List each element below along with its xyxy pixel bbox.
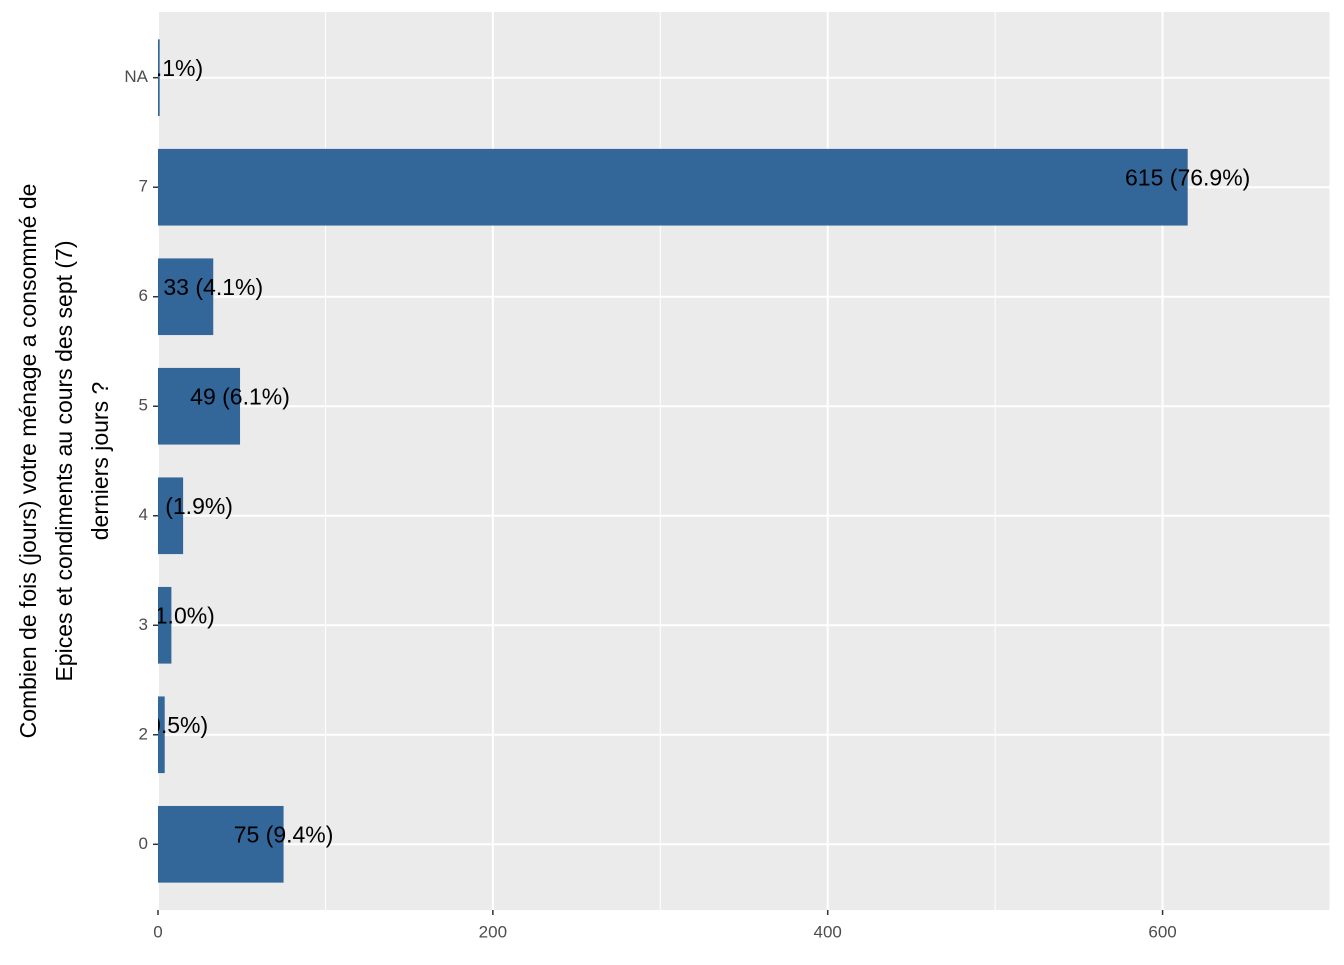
y-axis-title: derniers jours ? xyxy=(87,382,113,541)
y-axis-title: Combien de fois (jours) votre ménage a c… xyxy=(15,184,41,739)
x-tick-label: 400 xyxy=(814,922,842,941)
value-label: 15 (1.9%) xyxy=(133,493,233,519)
value-label: 4 (0.5%) xyxy=(121,712,208,738)
bar xyxy=(158,148,1188,226)
bar xyxy=(158,367,241,445)
y-tick-label: 0 xyxy=(139,834,148,853)
bar xyxy=(158,477,184,555)
value-label: 33 (4.1%) xyxy=(163,274,263,300)
x-tick-label: 200 xyxy=(479,922,507,941)
bar xyxy=(158,805,284,883)
x-tick-label: 0 xyxy=(153,922,162,941)
y-tick-label: 2 xyxy=(139,724,148,743)
value-label: 1 (0.1%) xyxy=(116,55,203,81)
y-tick-label: 3 xyxy=(139,615,148,634)
bar xyxy=(158,696,165,774)
y-tick-label: NA xyxy=(124,67,148,86)
panel xyxy=(158,12,1330,910)
y-tick-label: 5 xyxy=(139,396,148,415)
y-tick-label: 6 xyxy=(139,286,148,305)
value-label: 49 (6.1%) xyxy=(190,383,290,409)
bar xyxy=(158,39,160,117)
y-axis-title: Epices et condiments au cours des sept (… xyxy=(51,240,77,681)
x-tick-label: 600 xyxy=(1148,922,1176,941)
y-tick-label: 7 xyxy=(139,177,148,196)
bar xyxy=(158,586,172,664)
value-label: 75 (9.4%) xyxy=(234,821,334,847)
value-label: 8 (1.0%) xyxy=(128,602,215,628)
y-tick-label: 4 xyxy=(139,505,148,524)
bar xyxy=(158,258,214,336)
value-label: 615 (76.9%) xyxy=(1125,164,1250,190)
